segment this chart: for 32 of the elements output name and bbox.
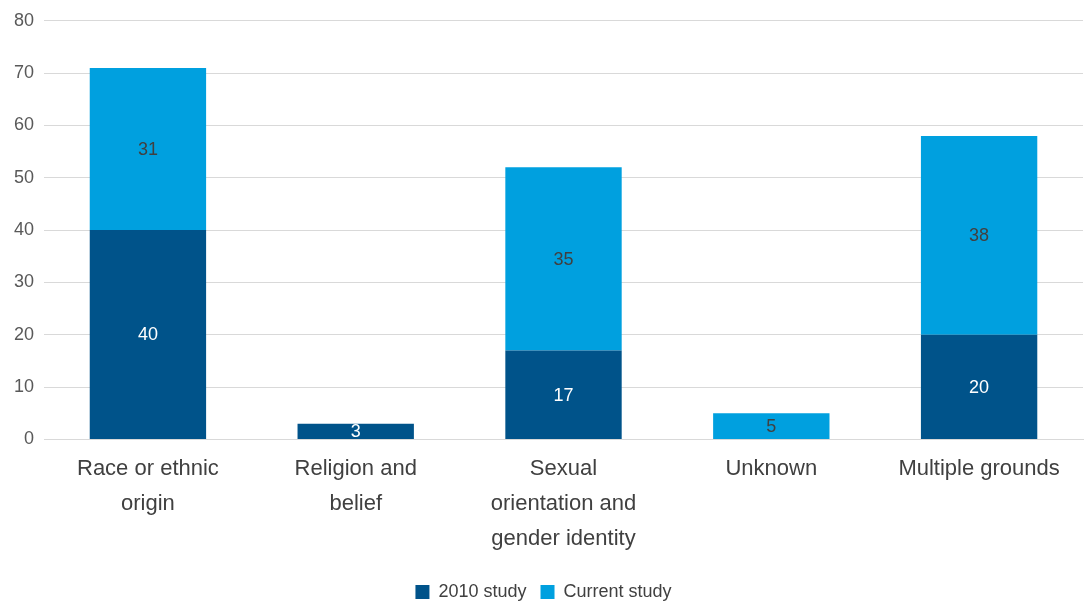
data-label: 31 [137, 138, 158, 159]
data-label: 38 [969, 225, 990, 246]
y-tick-label: 30 [13, 271, 35, 292]
x-tick-label: Sexual orientation and gender identity [490, 455, 637, 551]
bar [89, 67, 207, 231]
legend-label: Current study [563, 580, 672, 601]
bar [713, 413, 830, 439]
x-tick-label: Unknown [725, 455, 818, 481]
data-label: 20 [969, 376, 990, 397]
x-tick-label: Religion and belief [294, 455, 417, 516]
y-tick-label: 20 [13, 323, 35, 344]
data-label: 3 [350, 421, 361, 442]
y-tick-label: 80 [13, 9, 35, 30]
bar [89, 230, 207, 439]
data-label: 35 [553, 248, 574, 269]
bar [920, 135, 1038, 335]
data-label: 5 [766, 416, 777, 437]
data-label: 40 [137, 324, 158, 345]
y-tick-label: 0 [24, 428, 35, 449]
bar [297, 423, 414, 439]
y-tick-label: 60 [13, 114, 35, 135]
bar [505, 350, 622, 439]
bar [920, 334, 1038, 439]
bar [505, 167, 622, 351]
legend-label: 2010 study [438, 580, 527, 601]
data-label: 17 [553, 384, 574, 405]
y-tick-label: 40 [13, 219, 35, 240]
y-tick-label: 70 [13, 62, 35, 83]
x-tick-label: Multiple grounds [898, 455, 1060, 481]
y-tick-label: 50 [13, 166, 35, 187]
x-tick-label: Race or ethnic origin [76, 455, 219, 516]
y-tick-label: 10 [13, 376, 35, 397]
